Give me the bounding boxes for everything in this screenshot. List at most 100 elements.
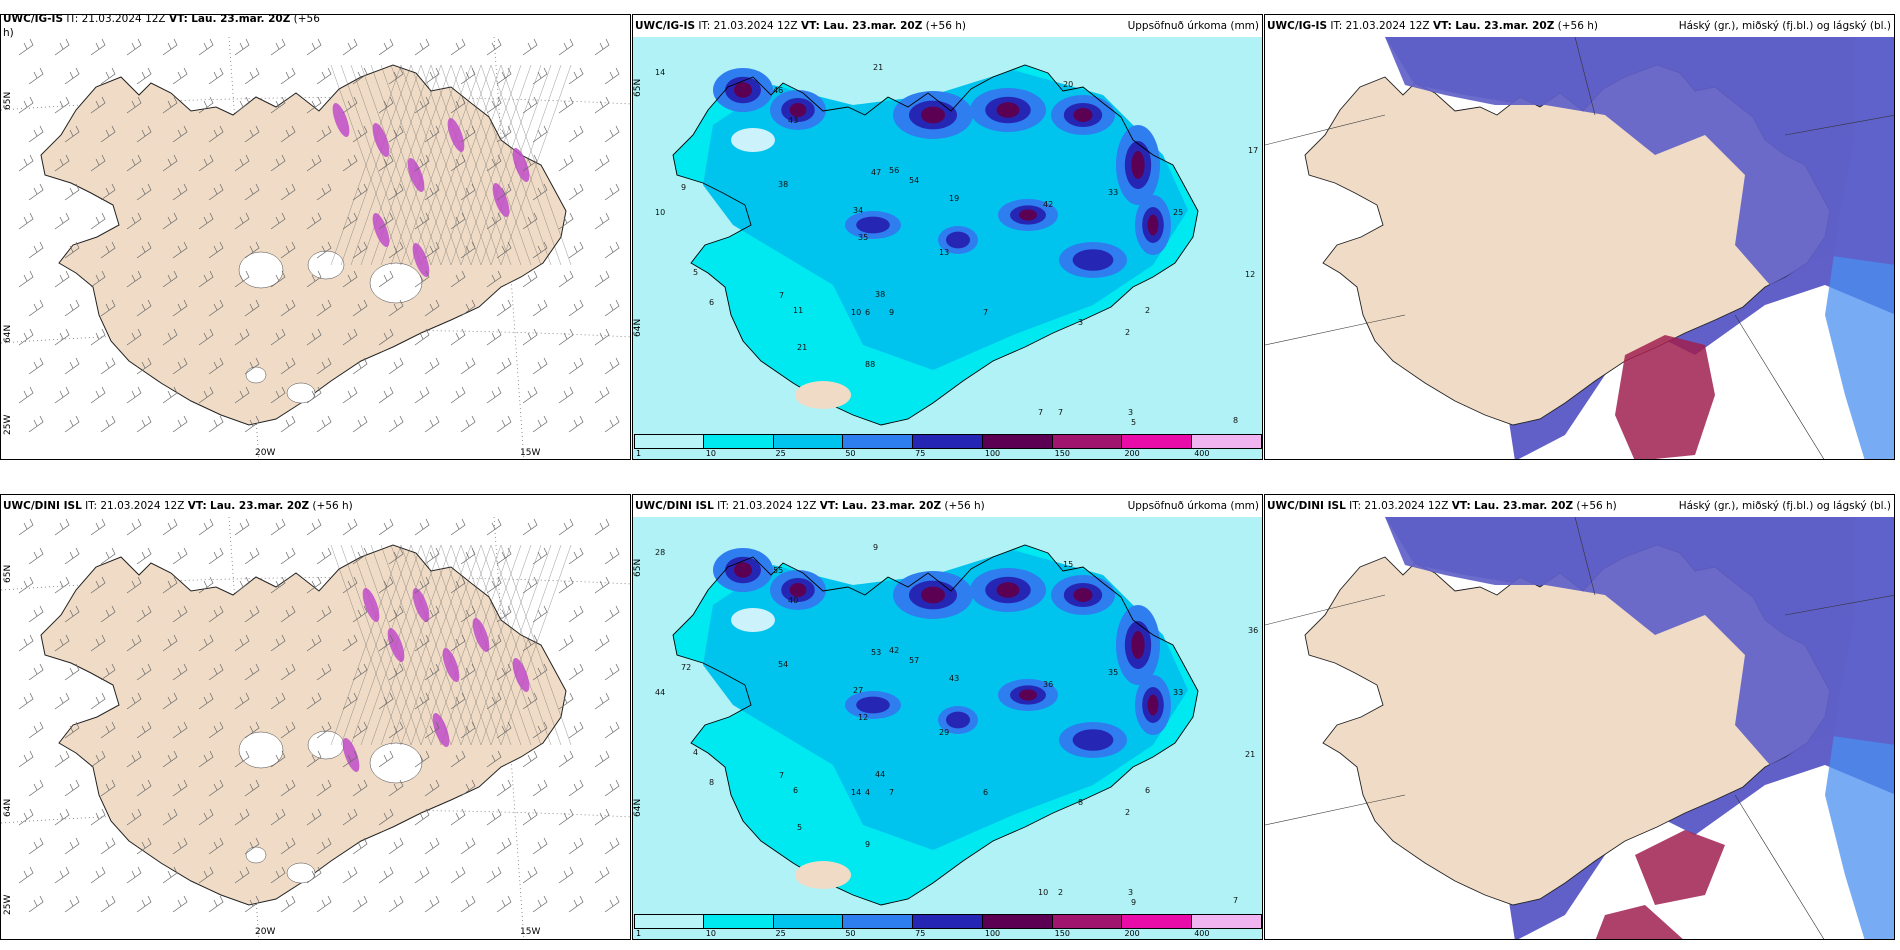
high-cloud-over-land [1385,37,1894,285]
wind-barb [388,241,404,259]
wind-barb [90,518,106,536]
precip-colorbar: 1 10 25 50 75 100 150 200 400 [634,434,1262,458]
wind-barb [208,67,224,85]
wind-barb [172,67,188,85]
wind-barb [234,634,250,652]
colorbar-label: 10 [705,929,716,938]
lat-label-65n: 65N [3,564,13,583]
station-value: 21 [1245,750,1255,759]
wind-barb [522,808,538,826]
wind-barb [604,299,620,317]
hatch-line [440,64,512,266]
wind-barb [414,386,430,404]
colorbar-segment [634,914,704,929]
lat-label-65n: 65N [3,91,13,110]
wind-barb [522,750,538,768]
colorbar-label: 400 [1194,929,1210,938]
wind-barb [64,779,80,797]
wind-barb [604,357,620,375]
wind-barb [244,837,260,855]
wind-barb [18,270,34,288]
wind-barb [90,866,106,884]
wind-barb [64,895,80,913]
wind-barb [414,750,430,768]
wind-barb [316,67,332,85]
wind-barb [54,38,70,56]
wind-barb [136,837,152,855]
wind-barb [64,183,80,201]
station-value: 15 [1063,560,1073,569]
wind-barb [388,299,404,317]
colorbar-segment [913,914,983,929]
wind-barb [414,38,430,56]
station-value: 10 [851,308,861,317]
wind-barb [486,386,502,404]
precip-band-100 [1019,689,1037,701]
wind-barb [18,518,34,536]
hatch-line [380,544,452,746]
station-value: 10 [1038,888,1048,897]
station-value: 56 [889,166,899,175]
station-value: 17 [1248,146,1258,155]
station-value: 7 [1233,896,1238,905]
wind-barb [378,750,394,768]
wind-barb [28,299,44,317]
station-value: 8 [709,778,714,787]
wind-barb [424,67,440,85]
wind-barb [306,750,322,768]
wind-barb [378,38,394,56]
wind-barb [126,750,142,768]
station-value: 6 [983,788,988,797]
wind-barb [532,125,548,143]
wind-barb [90,328,106,346]
hatch-line [420,64,492,266]
colorbar-segment [773,434,844,449]
wind-barb [378,386,394,404]
wind-barb [280,721,296,739]
wind-barbs [18,518,620,913]
wind-barb [460,67,476,85]
wind-barb [100,299,116,317]
wind-barb [100,547,116,565]
wind-barb [460,241,476,259]
wind-barb [424,721,440,739]
wind-barb [198,634,214,652]
wind-barb [532,241,548,259]
cloud-map-bottom [1265,495,1894,939]
wind-barb [604,663,620,681]
wind-barb [450,386,466,404]
wind-barb [100,837,116,855]
wind-barb [100,357,116,375]
wind-barb [522,270,538,288]
wind-barb [64,663,80,681]
precip-band-75 [1072,249,1114,271]
wind-barb [64,605,80,623]
station-value: 57 [909,656,919,665]
wind-barb [604,415,620,433]
colorbar-label: 200 [1124,449,1140,458]
wind-barb [414,518,430,536]
cloud-map-top [1265,15,1894,459]
wind-barb [460,779,476,797]
wind-barb [162,270,178,288]
colorbar-segment [982,914,1053,929]
wind-barb [388,67,404,85]
wind-barb [522,38,538,56]
station-value: 4 [693,748,698,757]
wind-barb [162,692,178,710]
wind-barb [496,547,512,565]
station-value: 33 [1173,688,1183,697]
precip-band-100 [1131,151,1145,179]
wind-barb [208,125,224,143]
wind-barb [316,663,332,681]
wind-barb [64,67,80,85]
wind-barb [558,692,574,710]
wind-barb [172,605,188,623]
colorbar-segment [1122,914,1193,929]
wind-barb [244,125,260,143]
wind-barb [126,634,142,652]
panel-title: UWC/IG-IS IT: 21.03.2024 12Z VT: Lau. 23… [1265,15,1894,37]
wind-barb [136,357,152,375]
wind-barb [450,750,466,768]
wind-barb [450,866,466,884]
